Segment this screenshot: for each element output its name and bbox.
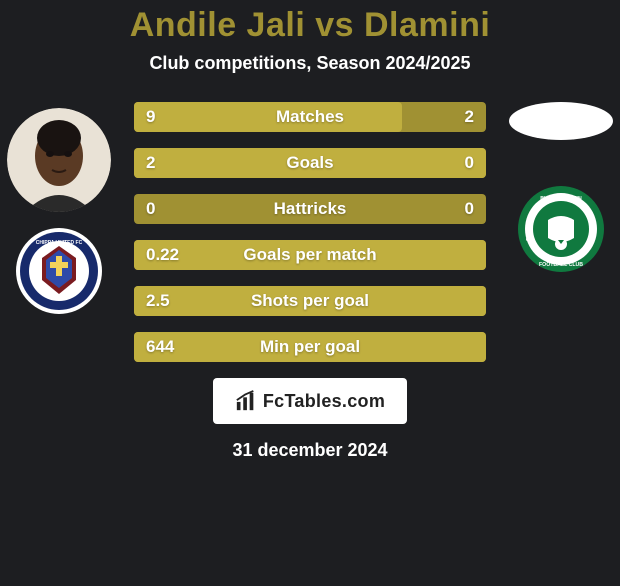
stat-row: 2.5Shots per goal [134, 286, 486, 316]
stat-label: Matches [134, 107, 486, 127]
left-player-column: CHIPPA UNITED FC [4, 102, 114, 314]
left-club-badge: CHIPPA UNITED FC [16, 228, 102, 314]
right-club-badge: BLOEMFONTEIN FOOTBALL CLUB CELTIC [518, 186, 604, 272]
page-subtitle: Club competitions, Season 2024/2025 [0, 53, 620, 74]
stat-value-right: 2 [465, 107, 474, 127]
stat-label: Min per goal [134, 337, 486, 357]
page-title: Andile Jali vs Dlamini [0, 6, 620, 45]
left-player-photo [7, 108, 111, 212]
stat-row: 0.22Goals per match [134, 240, 486, 270]
stat-row: 2Goals0 [134, 148, 486, 178]
date-line: 31 december 2024 [0, 440, 620, 461]
svg-text:CELTIC: CELTIC [526, 223, 532, 242]
fctables-logo: FcTables.com [213, 378, 407, 424]
stat-label: Goals per match [134, 245, 486, 265]
stat-row: 9Matches2 [134, 102, 486, 132]
svg-text:FOOTBALL CLUB: FOOTBALL CLUB [539, 262, 583, 268]
stat-label: Goals [134, 153, 486, 173]
attribution-row: FcTables.com [0, 378, 620, 424]
comparison-panel: CHIPPA UNITED FC BLOEMFONTEIN FOOTBALL C… [0, 102, 620, 362]
right-player-column: BLOEMFONTEIN FOOTBALL CLUB CELTIC [506, 102, 616, 272]
svg-text:BLOEMFONTEIN: BLOEMFONTEIN [540, 196, 582, 202]
stat-row: 644Min per goal [134, 332, 486, 362]
stat-bars: 9Matches22Goals00Hattricks00.22Goals per… [134, 102, 486, 362]
bars-icon [235, 390, 257, 412]
stat-value-right: 0 [465, 199, 474, 219]
stat-label: Shots per goal [134, 291, 486, 311]
svg-text:CHIPPA UNITED FC: CHIPPA UNITED FC [36, 240, 83, 246]
stat-row: 0Hattricks0 [134, 194, 486, 224]
fctables-label: FcTables.com [263, 391, 385, 412]
stat-value-right: 0 [465, 153, 474, 173]
right-player-placeholder [509, 102, 613, 140]
stat-label: Hattricks [134, 199, 486, 219]
